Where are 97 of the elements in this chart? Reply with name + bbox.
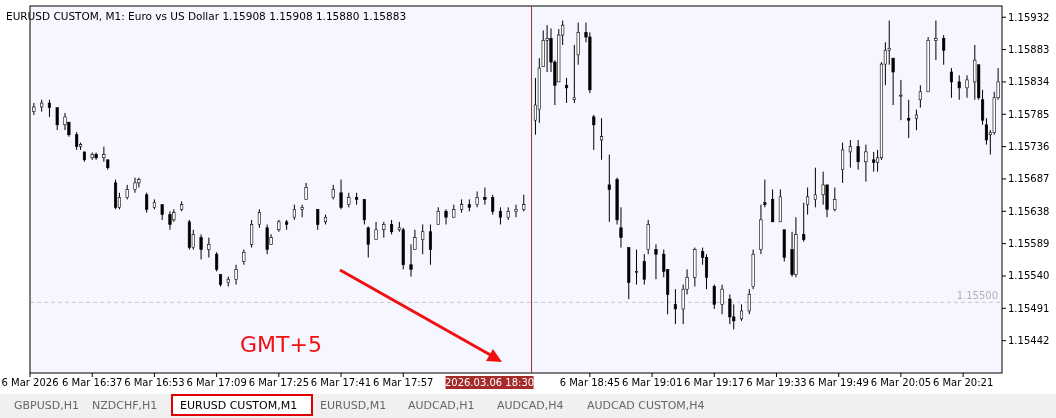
candlestick [642, 253, 646, 286]
x-tick-label: 6 Mar 19:17 [684, 377, 745, 388]
candlestick [599, 117, 604, 161]
candlestick [728, 293, 732, 325]
candlestick [199, 233, 203, 260]
text: EURUSD,M1 [320, 399, 387, 412]
x-tick-label: 6 Mar 17:09 [186, 377, 247, 388]
x-tick-label: 6 Mar 16:53 [124, 377, 185, 388]
candlestick [133, 177, 137, 194]
y-tick-label: 1.15834 [1008, 76, 1050, 88]
candlestick [848, 139, 852, 169]
text: EURUSD CUSTOM,M1 [180, 399, 298, 412]
x-tick-label: 6 Mar 16:37 [62, 377, 123, 388]
candlestick [55, 107, 59, 131]
candlestick [856, 139, 860, 171]
y-tick-label: 1.15785 [1008, 108, 1050, 120]
ref-line-label: 2026.03.06 18:30 [444, 377, 535, 388]
x-tick-label: 6 Mar 17:41 [310, 377, 372, 388]
x-tick-label: 6 Mar 19:01 [621, 377, 683, 388]
x-tick-label: 6 Mar 20:05 [870, 377, 932, 388]
candlestick [234, 264, 238, 286]
x-tick-label: 6 Mar 17:25 [248, 377, 310, 388]
candlestick [339, 179, 343, 210]
candlestick [918, 84, 922, 109]
candlestick [63, 112, 67, 131]
text: AUDCAD CUSTOM,H4 [587, 399, 705, 412]
candlestick [564, 77, 569, 104]
candlestick [634, 249, 639, 286]
candlestick [421, 223, 425, 255]
x-tick-label: 6 Mar 17:57 [373, 377, 434, 388]
candlestick [813, 167, 817, 208]
candlestick [934, 20, 938, 61]
candlestick [984, 117, 988, 146]
x-tick-label: 6 Mar 2026 [1, 377, 59, 388]
candlestick [545, 24, 549, 73]
chart-title: EURUSD CUSTOM, M1: Euro vs US Dollar 1.15908 1.15908 1.15880 1.15883 [6, 10, 407, 22]
candlestick [763, 179, 767, 208]
candlestick [592, 114, 596, 151]
y-tick-label: 1.15442 [1008, 335, 1050, 347]
candlestick [872, 151, 876, 173]
y-tick-label: 1.15687 [1008, 173, 1050, 185]
candlestick [841, 142, 845, 184]
candlestick [712, 284, 716, 310]
candlestick [444, 208, 448, 225]
x-tick-label: 6 Mar 19:33 [746, 377, 807, 388]
candlestick [673, 288, 677, 325]
text: NZDCHF,H1 [92, 399, 158, 412]
candlestick [833, 187, 837, 212]
candlestick [864, 144, 868, 183]
text: AUDCAD,H1 [408, 399, 475, 412]
ref-line-label: 1.15500 [956, 290, 998, 302]
x-tick-label: 6 Mar 20:21 [932, 377, 994, 388]
candlestick [316, 208, 320, 231]
candlestick [802, 202, 806, 243]
text: GBPUSD,H1 [14, 399, 79, 412]
candlestick [747, 288, 751, 315]
candlestick [366, 225, 370, 258]
annotation: GMT+5 [240, 332, 322, 357]
y-tick-label: 1.15589 [1008, 238, 1050, 250]
y-tick-label: 1.15638 [1008, 205, 1050, 217]
candlestick [907, 99, 911, 139]
candlestick [949, 67, 954, 99]
candlestick [250, 219, 254, 249]
candlestick [957, 74, 961, 101]
text: AUDCAD,H4 [497, 399, 564, 412]
candlestick [215, 251, 219, 272]
candlestick [821, 171, 825, 206]
candlestick [362, 198, 366, 225]
y-tick-label: 1.15491 [1008, 302, 1050, 314]
y-tick-label: 1.15540 [1008, 270, 1050, 282]
candlestick [428, 223, 433, 266]
candlestick [257, 208, 261, 229]
candlestick [806, 187, 810, 216]
x-tick-label: 6 Mar 19:49 [808, 377, 869, 388]
candlestick [207, 237, 211, 258]
candlestick [137, 177, 141, 189]
y-tick-label: 1.15883 [1008, 44, 1050, 56]
candlestick [145, 192, 149, 214]
candlestick [720, 284, 724, 315]
candlestick [475, 190, 479, 208]
candlestick [771, 189, 775, 223]
candlestick [965, 74, 969, 99]
candlestick [973, 44, 977, 101]
candlestick [704, 253, 709, 290]
candlestick [654, 243, 658, 280]
candlestick [899, 79, 903, 121]
candlestick [942, 34, 946, 66]
y-tick-label: 1.15932 [1008, 11, 1050, 23]
candlestick [914, 109, 919, 131]
candlestick [483, 187, 487, 206]
y-tick-label: 1.15736 [1008, 141, 1050, 153]
candlestick [607, 154, 611, 223]
candlestick [168, 210, 172, 231]
candlestick [514, 204, 518, 218]
candlestick [265, 223, 269, 255]
x-tick-label: 6 Mar 18:45 [559, 377, 621, 388]
candlestick [491, 194, 495, 216]
